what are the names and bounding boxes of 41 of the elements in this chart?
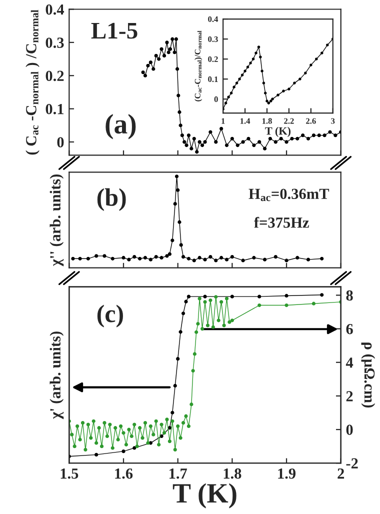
annotation: H$_{ac}$=0.36mT [248,188,330,202]
y-tick-label: 0.2 [46,70,64,82]
y-tick-label: -2 [346,458,358,468]
annotation: (a) [106,114,136,140]
x-axis-title: T (K) [265,126,290,137]
x-tick-label: 3 [331,118,335,124]
y-axis-title: ρ (μΩ.cm) [361,342,376,408]
y-axis-title: χ'' (arb. units) [50,174,64,266]
y-tick-label: 0.2 [208,56,218,62]
y-tick-label: 0 [57,137,64,148]
y-tick-label: 0.4 [46,4,64,15]
annotation: (b) [97,188,126,211]
y-tick-label: 4 [346,358,354,368]
y-axis-title: ( C$_{ac}$ -C$_{normal}$ ) /C$_{normal}$ [26,10,40,155]
y-tick-label: 0.3 [208,36,218,42]
x-tick-label: 1.7 [170,468,188,479]
x-tick-label: 1.8 [262,118,272,124]
y-axis-title: (C$_{ac}$-C$_{normal}$)/C$_{normal}$ [194,30,202,102]
y-tick-label: 0 [214,96,218,102]
y-tick-label: 0 [346,424,353,435]
y-tick-label: 0.1 [208,76,218,82]
x-tick-label: 2 [338,468,344,479]
annotation: (c) [97,304,123,328]
x-tick-label: 1.8 [224,468,242,479]
y-tick-label: 8 [346,290,353,301]
x-tick-label: 1.9 [278,468,296,479]
x-tick-label: 1.5 [60,468,78,479]
x-tick-label: 1.6 [115,468,133,479]
annotation: f=375Hz [254,216,309,228]
y-tick-label: 0.1 [46,104,64,114]
y-tick-label: 0.3 [46,38,64,48]
x-tick-label: 1.4 [240,118,250,124]
x-tick-label: 1 [222,118,225,124]
y-tick-label: 6 [346,324,353,334]
x-tick-label: 2.6 [306,118,316,124]
annotation: L1-5 [91,22,138,39]
y-tick-label: 0.4 [208,16,218,22]
y-axis-title: χ' (arb. units) [50,332,64,420]
x-tick-label: 2.2 [284,118,294,124]
y-tick-label: 2 [346,391,353,402]
x-axis-title: T (K) [172,483,236,508]
